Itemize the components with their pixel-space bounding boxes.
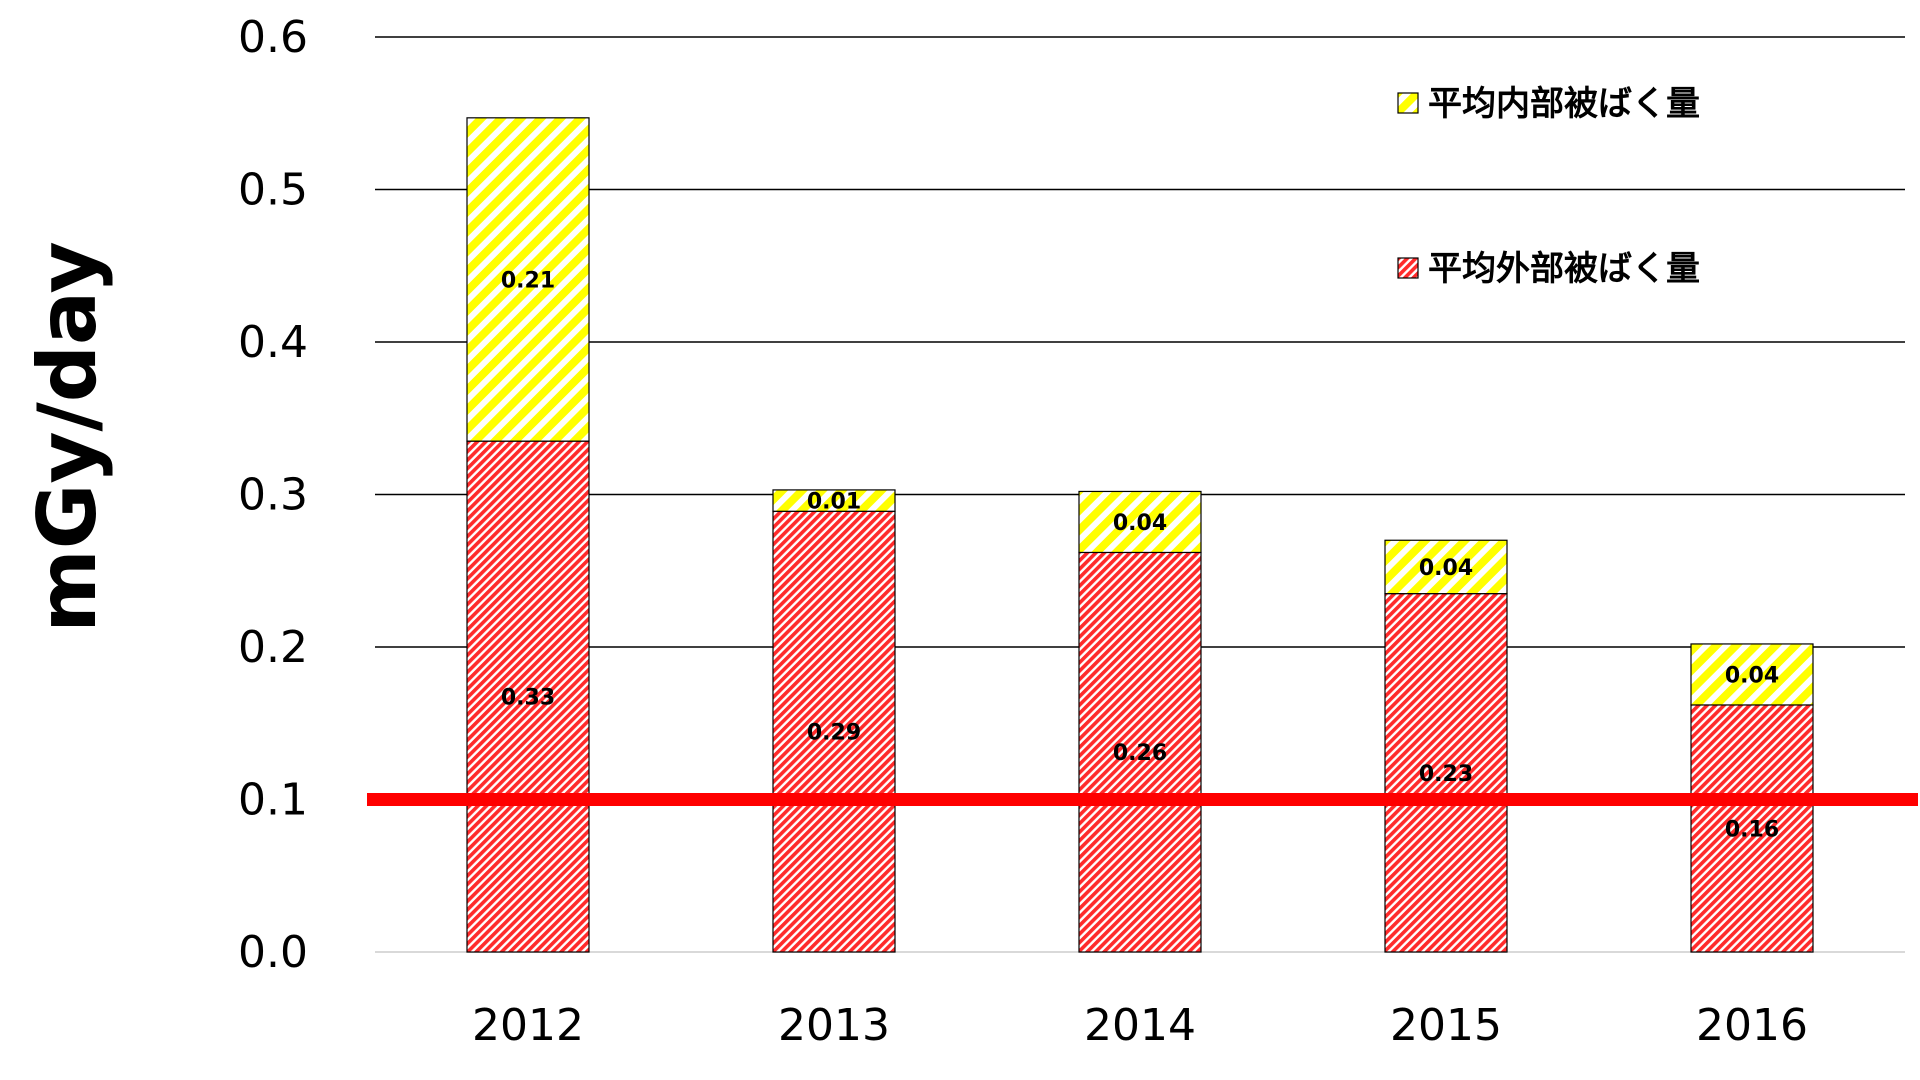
data-label: 0.23 [1419,762,1473,787]
legend-swatch-external [1397,257,1419,279]
bar-external-segment [466,440,590,953]
x-tick-label: 2016 [1696,1000,1808,1051]
legend-swatch-internal [1397,92,1419,114]
data-label: 0.33 [501,686,555,711]
x-tick-label: 2012 [472,1000,584,1051]
data-label: 0.21 [501,268,555,293]
y-tick-label: 0.2 [238,622,308,673]
bar-internal-segment [466,117,590,442]
bar-external-segment [772,510,896,953]
data-label: 0.04 [1113,511,1167,536]
data-label: 0.01 [807,490,861,515]
y-tick-label: 0.5 [238,165,308,216]
y-axis-ticks: 0.0 0.1 0.2 0.3 0.4 0.5 0.6 [238,12,308,978]
x-tick-label: 2013 [778,1000,890,1051]
x-tick-label: 2014 [1084,1000,1196,1051]
bar-external-segment [1384,593,1508,953]
bars: 0.33 0.21 0.29 0.01 0.26 0.04 0.23 0.04 0.16 0.04 [466,117,1814,953]
bar-internal-segment [1690,643,1814,706]
y-tick-label: 0.4 [238,317,308,368]
data-label: 0.04 [1419,556,1473,581]
bar-internal-segment [1078,490,1202,554]
y-tick-label: 0.6 [238,12,308,63]
y-tick-label: 0.1 [238,775,308,826]
bar-internal-segment [1384,539,1508,595]
legend-label-internal: 平均内部被ばく量 [1428,84,1700,124]
legend-label-external: 平均外部被ばく量 [1428,249,1700,289]
x-tick-label: 2015 [1390,1000,1502,1051]
y-axis-title: mGy/day [21,241,114,632]
data-label: 0.04 [1725,663,1779,688]
y-tick-label: 0.3 [238,470,308,521]
x-axis-ticks: 2012 2013 2014 2015 2016 [472,1000,1808,1051]
bar-internal-segment [772,489,896,512]
data-label: 0.16 [1725,817,1779,842]
y-tick-label: 0.0 [238,927,308,978]
data-label: 0.26 [1113,741,1167,766]
data-label: 0.29 [807,721,861,746]
bar-external-segment [1690,704,1814,953]
bar-external-segment [1078,551,1202,953]
